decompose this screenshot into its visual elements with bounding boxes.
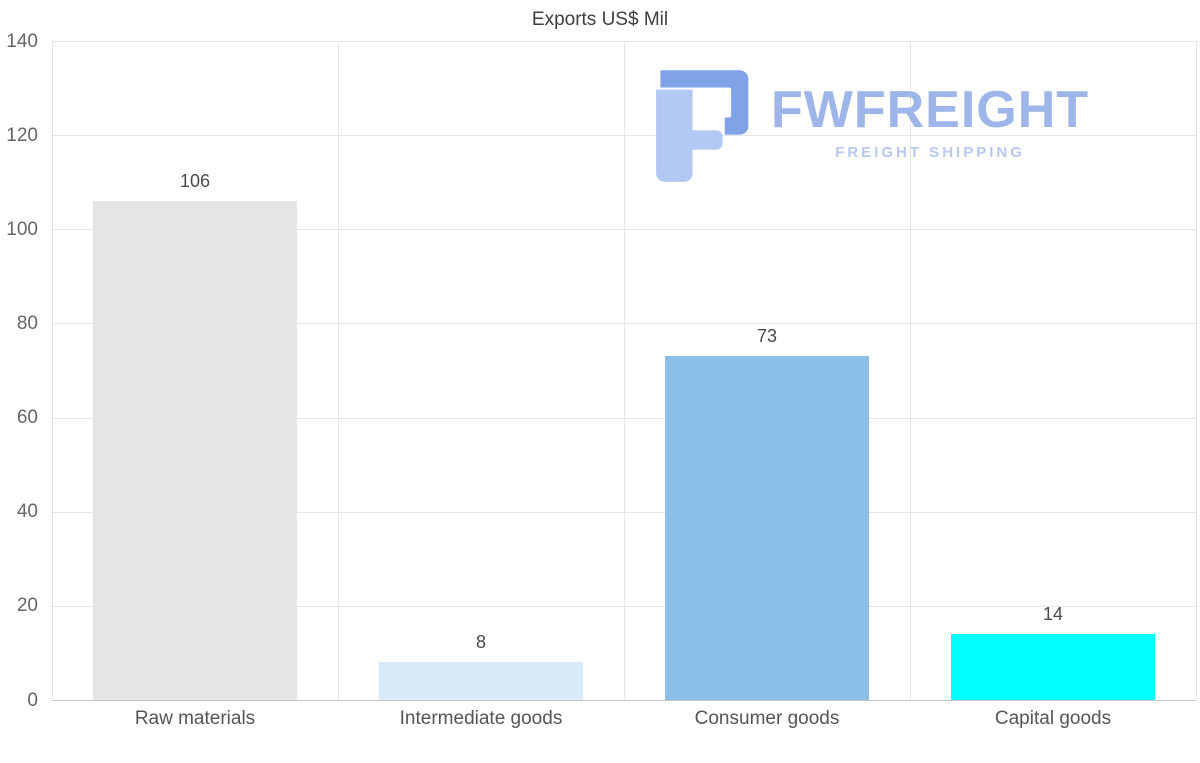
x-gridline: [52, 41, 53, 700]
bar-slot: 106: [52, 41, 338, 700]
plot-area: 106 8 73 14: [52, 41, 1197, 701]
bar-raw-materials[interactable]: [93, 201, 297, 700]
bar-capital-goods[interactable]: [951, 634, 1155, 700]
y-tick-label: 20: [16, 595, 38, 617]
x-category-label: Intermediate goods: [399, 708, 563, 729]
bar-slot: 8: [338, 41, 624, 700]
y-tick-label: 0: [27, 689, 38, 711]
x-axis: Raw materials Intermediate goods Consumer …: [52, 708, 1196, 730]
x-category-label: Consumer goods: [694, 708, 840, 729]
bar-value-label: 8: [475, 632, 486, 653]
x-gridline: [1196, 41, 1197, 700]
y-axis: 0 20 40 60 80 100 120 140: [0, 32, 44, 710]
y-tick-label: 60: [16, 407, 38, 429]
chart-title: Exports US$ Mil: [531, 9, 669, 30]
x-category-label: Raw materials: [134, 708, 256, 729]
x-category-label: Capital goods: [994, 708, 1112, 729]
bar-value-label: 14: [1042, 604, 1064, 625]
bar-intermediate-goods[interactable]: [379, 662, 583, 700]
bar-slot: 14: [910, 41, 1196, 700]
y-tick-label: 40: [16, 501, 38, 523]
x-gridline: [910, 41, 911, 700]
bar-value-label: 73: [756, 326, 778, 347]
y-tick-label: 120: [6, 124, 38, 146]
y-tick-label: 140: [6, 30, 38, 52]
x-gridline: [338, 41, 339, 700]
bar-value-label: 106: [179, 171, 211, 192]
bar-slot: 73: [624, 41, 910, 700]
bar-consumer-goods[interactable]: [665, 356, 869, 700]
x-gridline: [624, 41, 625, 700]
y-tick-label: 100: [6, 218, 38, 240]
y-tick-label: 80: [16, 312, 38, 334]
